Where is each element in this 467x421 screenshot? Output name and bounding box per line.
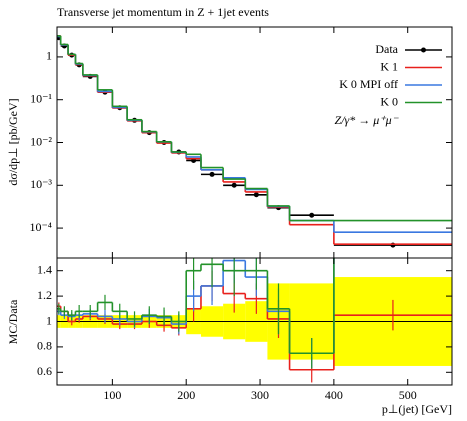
y-tick-label: 1 <box>46 49 52 63</box>
x-tick-label: 100 <box>103 388 121 402</box>
data-point <box>231 182 237 188</box>
legend-label: Data <box>375 42 398 56</box>
y-tick-label: 10⁻³ <box>30 177 52 191</box>
legend-label: K 0 MPI off <box>339 77 398 91</box>
annotation: Z/γ* → μ⁺μ⁻ <box>335 113 400 127</box>
legend-marker <box>421 47 426 53</box>
x-axis-label: p⊥(jet) [GeV] <box>382 402 452 416</box>
y-axis-label: dσ/dp⊥ [pb/GeV] <box>6 98 20 185</box>
data-point <box>253 192 259 198</box>
data-point <box>390 242 396 248</box>
chart-title: Transverse jet momentum in Z + 1jet even… <box>57 5 269 19</box>
x-tick-label: 400 <box>325 388 343 402</box>
plot-area <box>57 35 452 248</box>
x-tick-label: 300 <box>251 388 269 402</box>
data-point <box>209 171 215 177</box>
y-tick-label: 1 <box>46 313 52 327</box>
y-tick-label: 10⁻² <box>30 134 52 148</box>
y-tick-label: 1.2 <box>37 288 52 302</box>
data-point <box>309 212 315 218</box>
x-tick-label: 200 <box>177 388 195 402</box>
y-tick-label: 10⁻¹ <box>30 91 52 105</box>
y-tick-label: 0.8 <box>37 339 52 353</box>
legend-label: K 0 <box>380 94 398 108</box>
y-tick-label: 1.4 <box>37 262 52 276</box>
y-tick-label: 10⁻⁴ <box>29 220 52 234</box>
x-tick-label: 500 <box>399 388 417 402</box>
y-axis-label: MC/Data <box>6 299 20 344</box>
legend-label: K 1 <box>380 59 398 73</box>
y-tick-label: 0.6 <box>37 364 52 378</box>
